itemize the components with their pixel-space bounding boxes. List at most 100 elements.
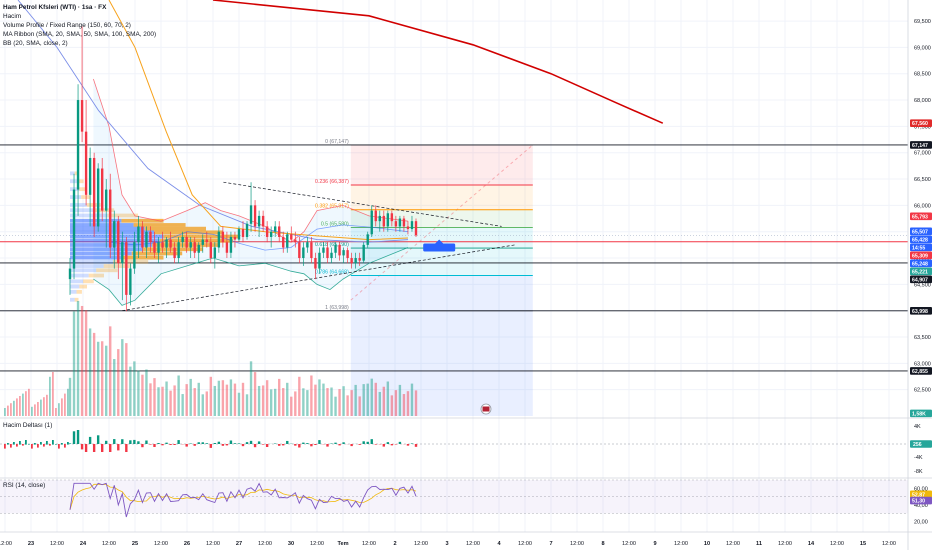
delta-bar (221, 444, 225, 446)
candle (165, 236, 168, 259)
candle (406, 221, 410, 235)
candle (133, 231, 136, 274)
delta-bar (157, 443, 160, 444)
price-badge: 14:55 (910, 243, 932, 251)
volume-bar (213, 385, 217, 416)
time-tick-label: 12:00 (362, 541, 376, 547)
candle (137, 215, 140, 259)
time-tick-label: 9 (653, 541, 656, 547)
candle (394, 215, 398, 232)
candle-body (129, 268, 132, 295)
volume-bar (88, 328, 92, 416)
legend-volume[interactable]: Hacim (3, 13, 22, 20)
time-tick-label: 2 (393, 541, 396, 547)
delta-bar (229, 440, 233, 444)
legend-bollinger[interactable]: BB (20, SMA, close, 2) (3, 40, 68, 47)
delta-bar (10, 444, 12, 448)
candle (278, 221, 281, 243)
candle-body (205, 239, 208, 243)
volume-bar (141, 374, 144, 416)
candle-body (84, 131, 88, 195)
candle (334, 242, 337, 259)
candle (314, 252, 317, 280)
volume-bar (84, 310, 88, 416)
price-badge: 62,855 (910, 367, 932, 375)
delta-bar (249, 440, 253, 444)
volume-bar (161, 386, 164, 416)
time-tick-label: 12:00 (726, 541, 740, 547)
legend-volume-profile[interactable]: Volume Profile / Fixed Range (150, 60, 7… (3, 22, 131, 29)
rsi-label[interactable]: RSI (14, close) (3, 482, 46, 489)
candle-body (117, 221, 120, 264)
delta-bar (201, 442, 204, 444)
delta-bar (19, 441, 21, 445)
time-tick-label: 12:00 (518, 541, 532, 547)
time-tick-label: 12:00 (258, 541, 272, 547)
volume-delta-label[interactable]: Hacim Deltası (1) (3, 422, 53, 429)
time-tick-label: 12:00 (102, 541, 116, 547)
candle (245, 221, 249, 240)
delta-bar (261, 444, 265, 445)
delta-tick-label: -8K (914, 469, 923, 475)
volume-bar (366, 383, 369, 416)
delta-bar (209, 444, 213, 448)
sma-100-line (17, 0, 409, 243)
candle (265, 221, 269, 243)
candle-body (229, 236, 233, 253)
candle-body (201, 239, 204, 245)
volume-bar (382, 386, 386, 416)
candle (177, 236, 180, 264)
triangle-upper-line (223, 181, 502, 227)
volume-profile-row-sell (144, 226, 206, 231)
volume-bar (398, 384, 402, 416)
volume-bar (181, 394, 184, 416)
volume-bar (129, 366, 132, 416)
candle-body (141, 226, 144, 248)
candle-body (398, 218, 402, 227)
candle (100, 157, 104, 222)
volume-profile-row-sell (83, 279, 94, 284)
candle (209, 236, 213, 264)
delta-bar (117, 444, 120, 451)
legend-ma-ribbon[interactable]: MA Ribbon (SMA, 20, SMA, 50, SMA, 100, S… (3, 31, 157, 38)
volume-bar (290, 396, 293, 416)
candle-body (265, 226, 269, 237)
delta-bar (318, 440, 321, 444)
candle (84, 100, 88, 206)
candle-body (213, 247, 217, 259)
chart-legend: Ham Petrol Kfsleri (WTI) · 1sa · FX Haci… (3, 3, 156, 48)
delta-bar (58, 444, 60, 449)
delta-bar (76, 430, 80, 444)
volume-bar (64, 393, 66, 416)
volume-profile-row-sell (74, 171, 79, 176)
volume-profile-row (70, 195, 82, 199)
volume-bar (229, 379, 233, 416)
time-tick-label: 8 (601, 541, 604, 547)
volume-bar (157, 387, 160, 416)
candle-body (269, 231, 273, 237)
delta-bar (394, 444, 398, 445)
time-tick-label: 12:00 (206, 541, 220, 547)
candle (169, 231, 172, 253)
delta-bar (28, 444, 30, 445)
candle (302, 242, 305, 266)
candle (113, 210, 116, 269)
candle-body (177, 242, 180, 259)
fib-level-label: 0.5 (65,580) (321, 221, 349, 227)
delta-tick-label: 4K (914, 424, 921, 430)
price-badge: 65,793 (910, 212, 932, 220)
candle (161, 231, 164, 253)
candle (213, 242, 217, 269)
volume-bar (145, 369, 148, 416)
volume-profile-row (70, 223, 134, 227)
volume-bar (100, 341, 104, 416)
fib-level-label: 0.236 (66,387) (315, 179, 349, 185)
delta-bar (52, 440, 54, 445)
candle (149, 226, 152, 253)
volume-bar (193, 388, 196, 416)
candle (197, 242, 200, 264)
candle-body (406, 226, 410, 230)
volume-profile-row-sell (79, 284, 87, 289)
candle-body (181, 236, 184, 243)
